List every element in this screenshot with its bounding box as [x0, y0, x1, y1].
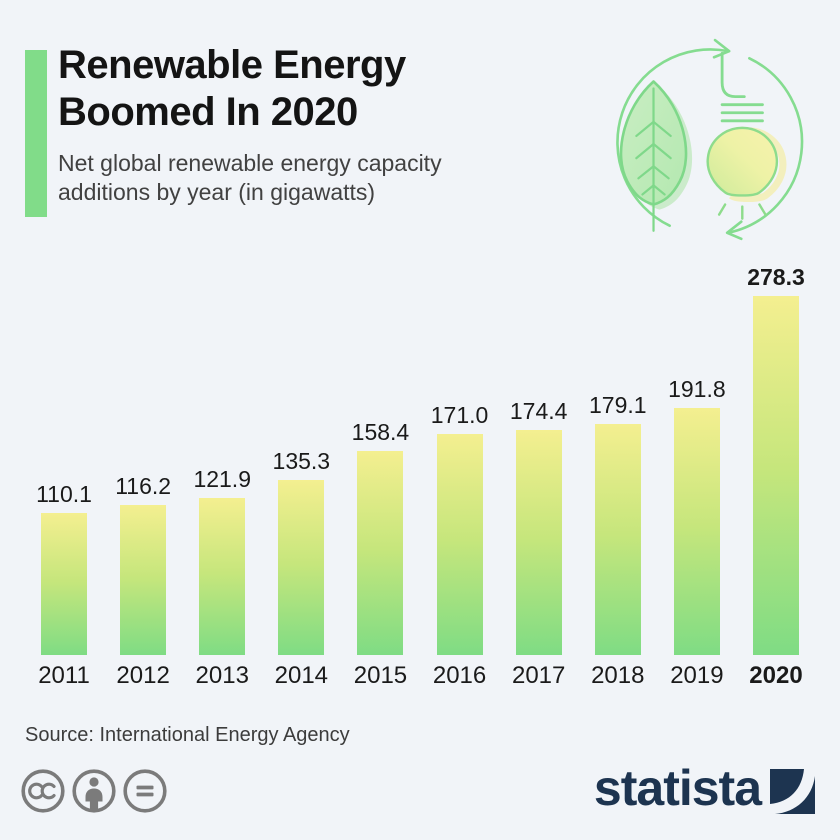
- x-axis-label: 2020: [749, 662, 803, 690]
- bar-value-label: 116.2: [115, 473, 172, 500]
- bar: [120, 505, 167, 656]
- bar-group: 278.3 2020: [747, 264, 805, 690]
- x-axis-label: 2016: [432, 662, 487, 690]
- x-axis-label: 2014: [274, 662, 329, 690]
- statista-wordmark: statista: [593, 760, 762, 816]
- title-accent-bar: [25, 50, 47, 217]
- source-note: Source: International Energy Agency: [25, 724, 350, 746]
- bar-value-label: 121.9: [193, 466, 251, 493]
- bar-value-label: 278.3: [747, 264, 805, 291]
- x-axis-label: 2017: [511, 662, 566, 690]
- cc-icon[interactable]: [21, 769, 65, 813]
- bar: [594, 424, 641, 656]
- statista-logo[interactable]: statista: [593, 760, 815, 816]
- cc-license-badges[interactable]: [21, 769, 167, 813]
- bar: [199, 498, 246, 656]
- bar-group: 174.4 2017: [510, 398, 568, 690]
- x-axis-label: 2013: [195, 662, 249, 690]
- bar: [357, 451, 404, 656]
- bar-value-label: 174.4: [509, 398, 568, 425]
- bar: [673, 408, 720, 656]
- bar-value-label: 191.8: [668, 376, 726, 403]
- bar-value-label: 171.0: [430, 402, 489, 429]
- x-axis-label: 2012: [116, 662, 170, 690]
- attribution-icon[interactable]: [72, 769, 116, 813]
- bar-group: 158.4 2015: [352, 419, 410, 690]
- x-axis-label: 2019: [670, 662, 724, 690]
- bar-group: 116.2 2012: [115, 473, 171, 690]
- leaf-lightbulb-recycle-icon: [616, 38, 804, 241]
- bar: [752, 296, 799, 656]
- bar-chart: 110.1 2011 116.2 2012 121.9 2013 135.3 2014 158.…: [36, 258, 805, 690]
- bar-group: 191.8 2019: [668, 376, 726, 690]
- bar-group: 179.1 2018: [589, 392, 647, 690]
- bar-value-label: 135.3: [272, 448, 331, 475]
- bar: [278, 480, 325, 656]
- bar-value-label: 179.1: [588, 392, 647, 419]
- header: Renewable Energy Boomed In 2020 Net glob…: [58, 42, 558, 208]
- bar-value-label: 158.4: [351, 419, 410, 446]
- bar: [436, 434, 483, 656]
- x-axis-label: 2011: [38, 662, 90, 690]
- page-title: Renewable Energy Boomed In 2020: [58, 43, 406, 134]
- chart-subtitle: Net global renewable energy capacity add…: [58, 149, 442, 206]
- bar-group: 135.3 2014: [273, 448, 331, 690]
- equal-icon[interactable]: [123, 769, 167, 813]
- statista-mark-icon: [770, 768, 815, 814]
- bar-group: 110.1 2011: [36, 481, 92, 690]
- bar: [41, 513, 87, 656]
- bar-value-label: 110.1: [36, 481, 92, 508]
- bar: [515, 430, 562, 656]
- x-axis-label: 2015: [353, 662, 408, 690]
- x-axis-label: 2018: [591, 662, 645, 690]
- bar-group: 171.0 2016: [431, 402, 489, 690]
- bar-group: 121.9 2013: [193, 466, 251, 690]
